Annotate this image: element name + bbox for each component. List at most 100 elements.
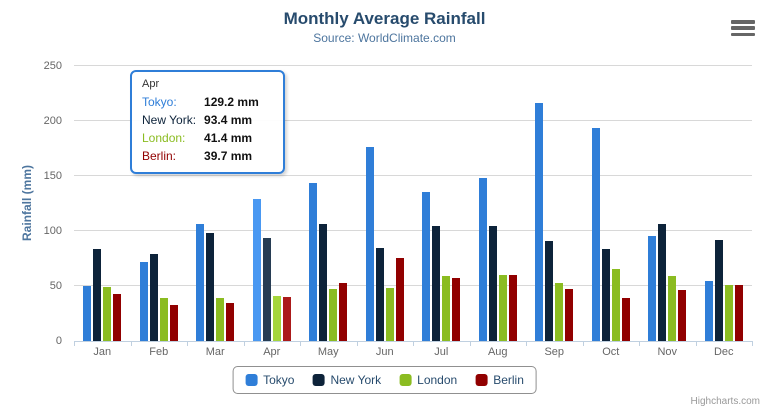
bar-london-apr[interactable]	[272, 295, 281, 341]
x-axis-tick	[187, 342, 188, 346]
legend-item-new-york[interactable]: New York	[312, 373, 381, 387]
bar-tokyo-oct[interactable]	[591, 127, 600, 341]
bar-berlin-nov[interactable]	[678, 289, 687, 341]
bar-tokyo-feb[interactable]	[139, 262, 148, 342]
tooltip-series-label: Tokyo:	[142, 95, 177, 109]
gridline	[74, 230, 752, 231]
bar-berlin-aug[interactable]	[508, 274, 517, 341]
legend-item-berlin[interactable]: Berlin	[475, 373, 524, 387]
bar-tokyo-may[interactable]	[309, 182, 318, 341]
bar-tokyo-sep[interactable]	[535, 103, 544, 341]
x-axis-tick	[526, 342, 527, 346]
y-axis-label: 50	[49, 280, 62, 292]
legend-swatch-berlin	[475, 374, 488, 386]
y-axis-label: 250	[43, 60, 62, 72]
x-axis-tick	[639, 342, 640, 346]
bar-berlin-oct[interactable]	[621, 298, 630, 341]
bar-new-york-may[interactable]	[319, 224, 328, 341]
bar-new-york-aug[interactable]	[488, 226, 497, 341]
tooltip-series-value: 41.4 mm	[204, 131, 253, 145]
bar-berlin-jul[interactable]	[452, 277, 461, 341]
x-axis-label: Feb	[149, 346, 169, 358]
x-axis-label: Apr	[263, 346, 281, 358]
x-axis-tick	[300, 342, 301, 346]
bar-tokyo-nov[interactable]	[648, 235, 657, 341]
bar-tokyo-jul[interactable]	[422, 191, 431, 341]
bar-berlin-may[interactable]	[339, 283, 348, 341]
legend-label-london: London	[417, 373, 458, 387]
legend-swatch-tokyo	[245, 374, 258, 386]
bar-new-york-sep[interactable]	[545, 240, 554, 341]
x-axis-tick	[243, 342, 245, 346]
legend-item-london[interactable]: London	[399, 373, 457, 387]
legend-item-tokyo[interactable]: Tokyo	[245, 373, 294, 387]
bar-london-jan[interactable]	[103, 287, 112, 341]
bar-london-jul[interactable]	[442, 276, 451, 341]
x-axis-label: Nov	[657, 346, 678, 358]
credits-link[interactable]: Highcharts.com	[690, 396, 760, 407]
x-axis-tick	[356, 342, 358, 346]
bar-london-oct[interactable]	[611, 269, 620, 341]
x-axis-tick	[74, 342, 75, 346]
bar-london-feb[interactable]	[159, 298, 168, 341]
bar-berlin-apr[interactable]	[282, 297, 291, 341]
gridline	[74, 175, 752, 176]
tooltip-header: Apr	[142, 78, 160, 90]
bar-london-jun[interactable]	[385, 287, 394, 341]
x-axis-label: Dec	[713, 346, 734, 358]
bar-new-york-oct[interactable]	[601, 249, 610, 341]
x-axis-label: Jan	[93, 346, 112, 358]
x-axis-label: Jul	[434, 346, 449, 358]
bar-berlin-jan[interactable]	[113, 294, 122, 341]
bar-new-york-jan[interactable]	[93, 249, 102, 341]
x-axis-tick	[695, 342, 697, 346]
bar-new-york-jun[interactable]	[375, 248, 384, 342]
export-menu-button[interactable]	[731, 20, 755, 36]
bar-new-york-mar[interactable]	[206, 232, 215, 341]
bar-berlin-jun[interactable]	[395, 257, 404, 341]
bar-berlin-feb[interactable]	[169, 304, 178, 341]
bar-new-york-jul[interactable]	[432, 225, 441, 341]
tooltip-series-value: 129.2 mm	[204, 95, 259, 109]
bar-london-nov[interactable]	[668, 275, 677, 341]
bar-tokyo-apr[interactable]	[252, 198, 261, 341]
y-axis-label: 150	[43, 170, 62, 182]
tooltip-series-label: London:	[142, 131, 186, 145]
bar-new-york-apr[interactable]	[262, 238, 271, 341]
chart-title: Monthly Average Rainfall	[283, 9, 486, 28]
x-axis-label: Sep	[544, 346, 565, 358]
bar-tokyo-jun[interactable]	[365, 147, 374, 341]
bar-london-may[interactable]	[329, 289, 338, 341]
gridline	[74, 65, 752, 66]
bar-berlin-dec[interactable]	[734, 284, 743, 341]
bar-tokyo-dec[interactable]	[704, 281, 713, 341]
bar-london-mar[interactable]	[216, 297, 225, 341]
legend: Tokyo New York London Berlin	[232, 366, 537, 394]
bar-london-dec[interactable]	[724, 284, 733, 341]
bar-tokyo-mar[interactable]	[196, 224, 205, 341]
gridline	[74, 285, 752, 286]
tooltip-series-label: Berlin:	[142, 149, 177, 163]
bar-london-sep[interactable]	[555, 283, 564, 341]
x-axis-line	[74, 341, 753, 342]
bar-tokyo-jan[interactable]	[83, 286, 92, 341]
bar-berlin-mar[interactable]	[226, 303, 235, 342]
bar-tokyo-aug[interactable]	[478, 177, 487, 341]
tooltip-series-value: 93.4 mm	[204, 113, 253, 127]
y-axis-label: 200	[43, 115, 62, 127]
tooltip-series-value: 39.7 mm	[204, 149, 253, 163]
bar-new-york-nov[interactable]	[658, 223, 667, 341]
hamburger-icon	[731, 20, 755, 24]
bar-london-aug[interactable]	[498, 275, 507, 341]
tooltip-rows: Tokyo: 129.2 mm New York: 93.4 mm London: 41.…	[142, 95, 273, 164]
legend-swatch-london	[399, 374, 412, 386]
x-axis-tick	[582, 342, 584, 346]
bar-new-york-dec[interactable]	[714, 239, 723, 341]
x-axis-label: May	[317, 346, 339, 358]
x-axis-label: Aug	[487, 346, 508, 358]
y-axis-label: 0	[55, 335, 62, 347]
bar-berlin-sep[interactable]	[565, 288, 574, 341]
x-axis-tick	[752, 342, 753, 346]
bar-new-york-feb[interactable]	[149, 254, 158, 341]
